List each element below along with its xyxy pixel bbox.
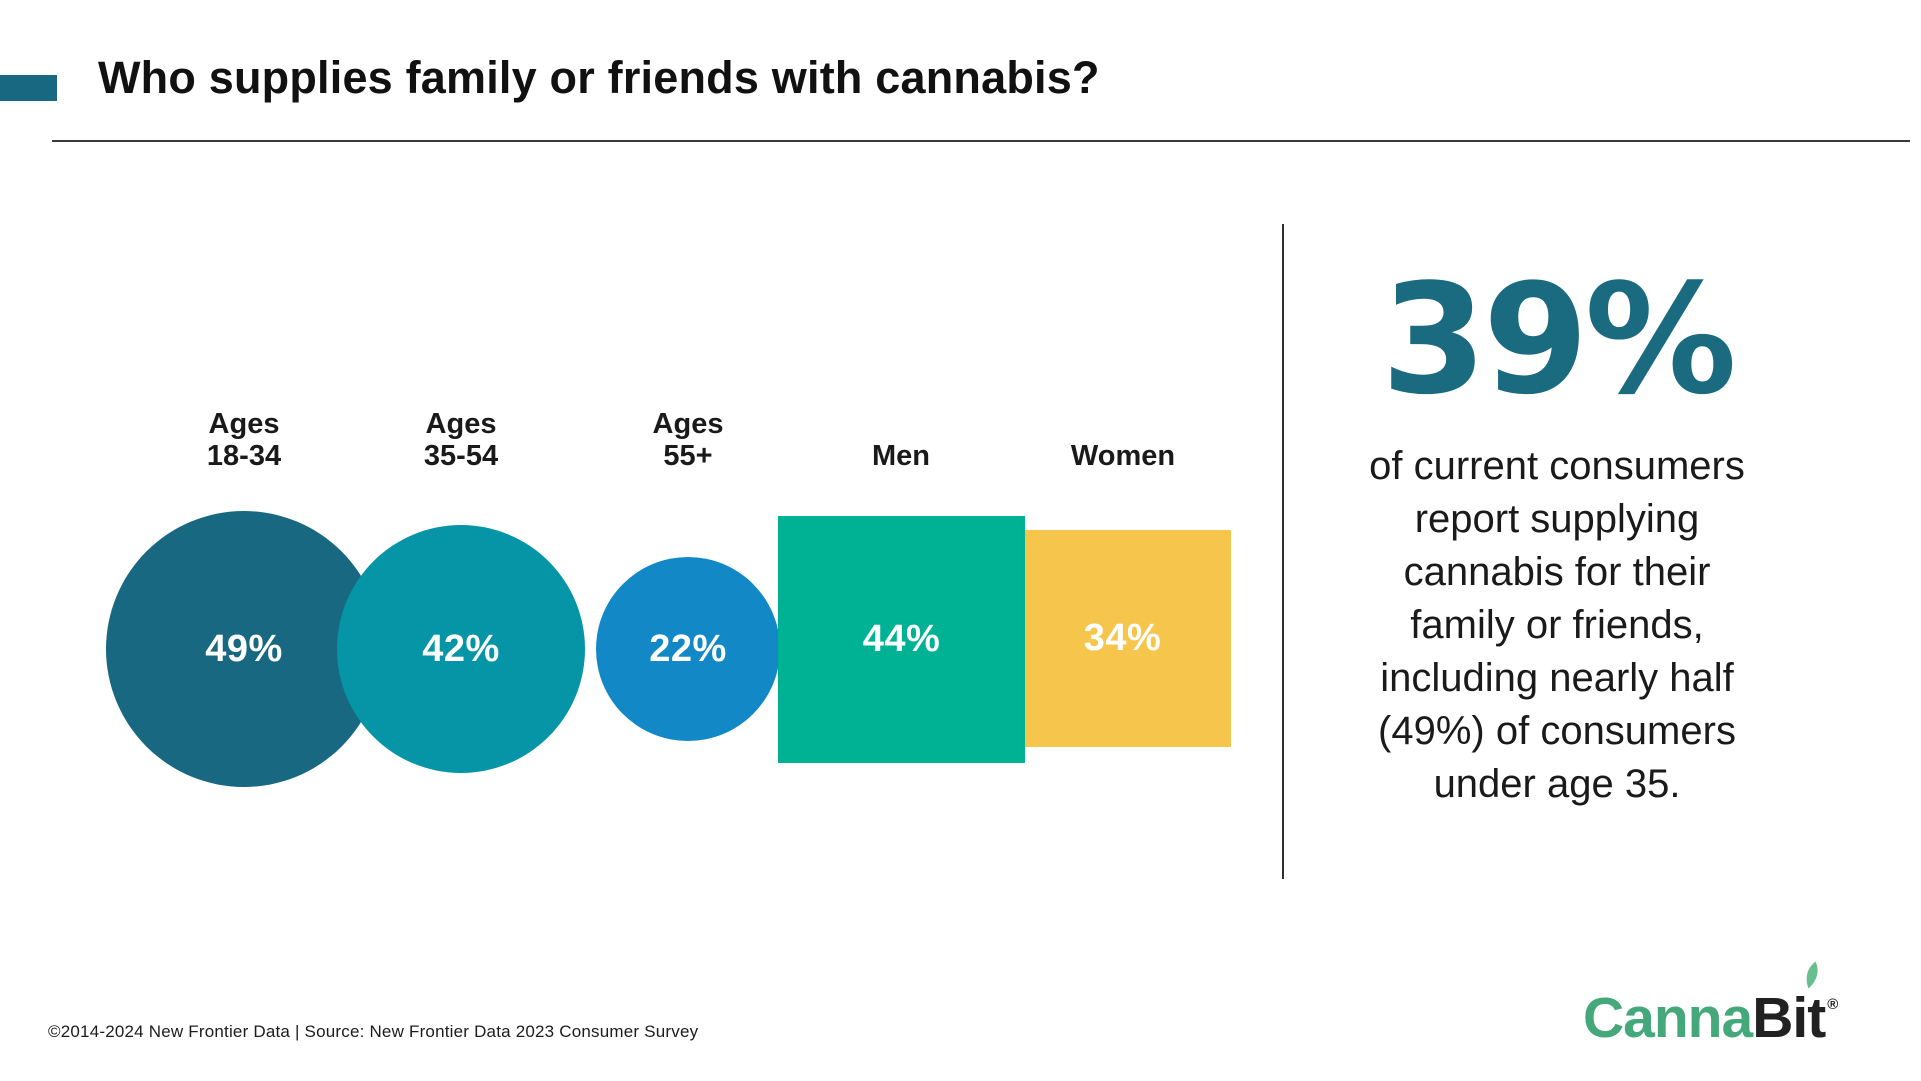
label-line-2: 55+ (663, 440, 713, 472)
cannabit-logo: CannaBit ® (1583, 961, 1839, 1050)
label-women: Women (1003, 408, 1243, 472)
label-line-1: Ages (208, 408, 280, 440)
bubble-ages-55-plus: 22% (596, 557, 780, 741)
highlight-text-line: under age 35. (1433, 762, 1681, 806)
label-ages-35-54: Ages 35-54 (341, 408, 581, 472)
label-line-2: Men (872, 440, 930, 472)
title-accent-bar (0, 75, 57, 101)
square-value: 34% (1083, 617, 1162, 659)
label-ages-55-plus: Ages 55+ (568, 408, 808, 472)
highlight-text-line: report supplying (1414, 497, 1700, 541)
highlight-text-line: (49%) of consumers (1378, 709, 1736, 753)
highlight-text-line: of current consumers (1369, 444, 1745, 488)
highlight-text-line: family or friends, (1410, 603, 1704, 647)
bubble-ages-18-34: 49% (106, 511, 382, 787)
label-line-1 (1003, 408, 1243, 440)
square-value: 44% (862, 618, 941, 660)
logo-text-bit: Bit (1752, 986, 1826, 1050)
vertical-divider-line (1282, 224, 1284, 879)
bubble-ages-35-54: 42% (337, 525, 585, 773)
label-line-2: Women (1070, 440, 1176, 472)
highlight-value: 39% (1381, 251, 1737, 428)
label-men: Men (781, 408, 1021, 472)
square-men: 44% (778, 516, 1025, 763)
bubble-value: 49% (205, 627, 283, 670)
label-line-1: Ages (425, 408, 497, 440)
label-line-1: Ages (652, 408, 724, 440)
leaf-icon (1806, 961, 1818, 989)
label-line-1 (781, 408, 1021, 440)
label-line-2: 18-34 (206, 440, 282, 472)
label-ages-18-34: Ages 18-34 (124, 408, 364, 472)
label-line-2: 35-54 (423, 440, 499, 472)
square-women: 34% (1014, 530, 1231, 747)
highlight-text: of current consumers report supplying ca… (1292, 440, 1822, 811)
highlight-text-line: including nearly half (1380, 656, 1734, 700)
logo-text-canna: Canna (1583, 986, 1753, 1050)
bubble-value: 22% (649, 627, 727, 670)
bubble-value: 42% (422, 627, 500, 670)
highlight-text-line: cannabis for their (1403, 550, 1711, 594)
source-copyright-text: ©2014-2024 New Frontier Data | Source: N… (48, 1022, 699, 1041)
registered-trademark-symbol: ® (1827, 996, 1839, 1013)
page-title: Who supplies family or friends with cann… (98, 52, 1100, 103)
title-divider-line (52, 140, 1910, 142)
